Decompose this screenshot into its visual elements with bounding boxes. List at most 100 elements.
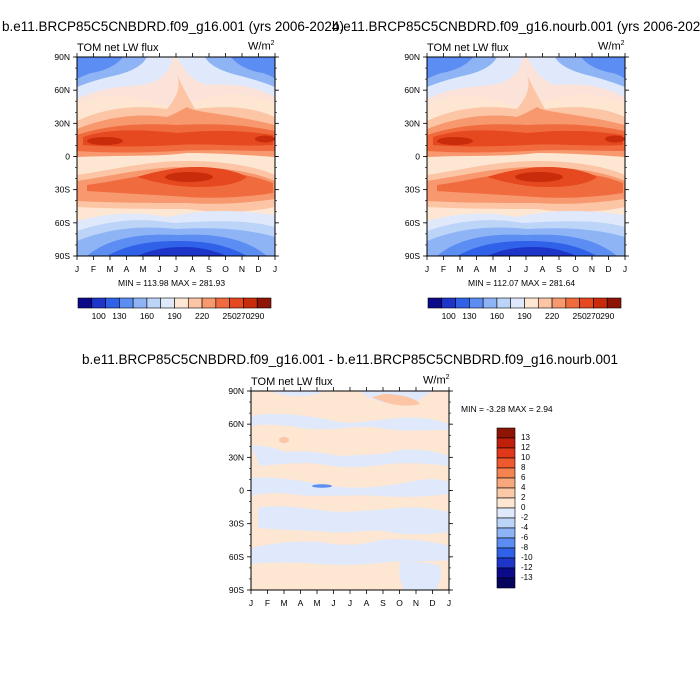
colorbar-swatch	[496, 487, 516, 499]
x-tick-label: M	[139, 264, 146, 274]
colorbar-swatch	[496, 437, 516, 449]
colorbar-swatch	[565, 297, 580, 309]
x-tick-label: J	[623, 264, 627, 274]
colorbar-swatch	[201, 297, 217, 309]
colorbar-swatch	[510, 297, 525, 309]
x-tick-label: S	[556, 264, 562, 274]
colorbar-label: 270	[236, 311, 250, 321]
panel2-units: W/m2	[598, 40, 625, 53]
colorbar-swatch	[174, 297, 189, 309]
y-tick-label: 60N	[54, 85, 70, 95]
colorbar-swatch	[243, 297, 258, 309]
colorbar-swatch	[441, 297, 456, 309]
colorbar-label: 290	[600, 311, 614, 321]
colorbar-label: 2	[521, 493, 526, 502]
colorbar-label: 290	[250, 311, 264, 321]
x-tick-label: N	[239, 264, 245, 274]
panel3-units: W/m2	[423, 374, 450, 387]
y-tick-label: 90S	[405, 251, 420, 261]
y-tick-label: 30S	[405, 185, 420, 195]
x-tick-label: A	[190, 264, 196, 274]
x-tick-label: N	[413, 598, 419, 608]
colorbar-swatch	[537, 297, 553, 309]
colorbar-swatch	[469, 297, 484, 309]
x-tick-label: M	[106, 264, 113, 274]
x-tick-label: J	[425, 264, 429, 274]
colorbar-swatch	[551, 297, 567, 309]
colorbar-label: -6	[521, 533, 529, 542]
y-tick-label: 0	[415, 152, 420, 162]
x-tick-label: J	[447, 598, 451, 608]
y-tick-label: 90N	[228, 386, 244, 396]
colorbar-swatch	[119, 297, 134, 309]
colorbar-label: 220	[545, 311, 559, 321]
colorbar-swatch	[496, 527, 516, 539]
colorbar-label: 12	[521, 443, 530, 452]
colorbar-swatch	[160, 297, 175, 309]
x-tick-label: M	[280, 598, 287, 608]
colorbar-horizontal: 100 130 160 190 220 250 270 290	[427, 297, 622, 321]
panel1-units-sup: 2	[270, 40, 275, 47]
x-tick-label: F	[441, 264, 446, 274]
x-tick-label: J	[157, 264, 161, 274]
y-tick-label: 90N	[54, 52, 70, 62]
colorbar-swatch	[496, 557, 516, 569]
colorbar-swatch	[496, 447, 516, 459]
colorbar-swatch	[427, 297, 443, 309]
colorbar-label: -2	[521, 513, 529, 522]
colorbar-label: -10	[521, 553, 533, 562]
colorbar-swatch	[593, 297, 608, 309]
y-tick-label: 90S	[229, 585, 244, 595]
colorbar-swatch	[256, 297, 272, 309]
panel1-contour-field	[77, 57, 275, 256]
x-tick-label: D	[429, 598, 435, 608]
y-tick-label: 0	[65, 152, 70, 162]
x-tick-label: N	[589, 264, 595, 274]
panel3-units-sup: 2	[445, 374, 450, 381]
colorbar-label: 190	[517, 311, 531, 321]
colorbar-label: -4	[521, 523, 529, 532]
x-tick-label: D	[605, 264, 611, 274]
colorbar-label: 220	[195, 311, 209, 321]
panel3-minmax: MIN = -3.28 MAX = 2.94	[461, 404, 553, 414]
x-tick-label: A	[474, 264, 480, 274]
colorbar-swatch	[146, 297, 162, 309]
colorbar-swatch	[496, 547, 516, 559]
panel2-title: b.e11.BRCP85C5CNBDRD.f09_g16.nourb.001 (…	[332, 19, 700, 34]
colorbar-swatch	[215, 297, 230, 309]
x-tick-label: F	[265, 598, 270, 608]
colorbar-swatch	[482, 297, 498, 309]
x-tick-label: J	[348, 598, 352, 608]
panel2-units-main: W/m	[598, 40, 621, 53]
colorbar-label: -12	[521, 563, 533, 572]
colorbar-swatch	[496, 537, 516, 549]
panel2-contour-field	[427, 57, 625, 256]
y-tick-label: 90N	[404, 52, 420, 62]
x-tick-label: J	[524, 264, 528, 274]
x-tick-label: F	[91, 264, 96, 274]
y-tick-label: 0	[239, 486, 244, 496]
panel2-variable-label: TOM net LW flux	[427, 42, 509, 54]
y-tick-label: 60N	[404, 85, 420, 95]
colorbar-swatch	[187, 297, 203, 309]
colorbar-label: 130	[462, 311, 476, 321]
x-tick-label: M	[313, 598, 320, 608]
colorbar-label: 100	[442, 311, 456, 321]
panel1-units-main: W/m	[248, 40, 271, 53]
colorbar-label: 13	[521, 433, 530, 442]
colorbar-label: 160	[490, 311, 504, 321]
x-tick-label: J	[273, 264, 277, 274]
y-tick-label: 30S	[229, 519, 244, 529]
colorbar-label: 250	[573, 311, 587, 321]
y-tick-label: 60S	[405, 218, 420, 228]
colorbar-label: 190	[167, 311, 181, 321]
x-tick-label: A	[124, 264, 130, 274]
panel3-variable-label: TOM net LW flux	[251, 376, 333, 388]
colorbar-swatch	[496, 567, 516, 579]
colorbar-swatch	[91, 297, 106, 309]
y-tick-label: 60S	[55, 218, 70, 228]
y-tick-label: 60S	[229, 552, 244, 562]
colorbar-label: 4	[521, 483, 526, 492]
